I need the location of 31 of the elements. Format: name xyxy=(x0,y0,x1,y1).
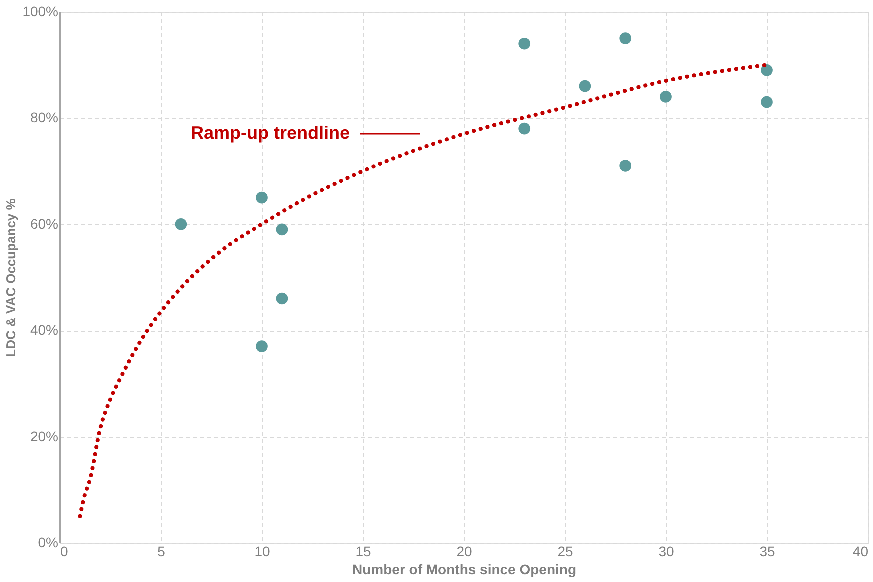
point xyxy=(256,192,268,204)
point xyxy=(660,91,672,103)
point xyxy=(620,32,632,44)
y-axis-title: LDC & VAC Occupancy % xyxy=(4,198,19,358)
point xyxy=(175,218,188,230)
x-tick-label: 0 xyxy=(60,544,68,560)
point xyxy=(620,160,632,172)
y-tick-label: 60% xyxy=(30,216,58,232)
y-tick-label: 20% xyxy=(30,428,58,444)
point xyxy=(761,64,773,76)
x-tick-label: 25 xyxy=(558,544,574,560)
point xyxy=(276,292,288,305)
x-axis-title: Number of Months since Opening xyxy=(352,562,577,578)
x-tick-label: 40 xyxy=(852,544,869,560)
x-tick-label: 30 xyxy=(658,544,674,560)
y-tick-label: 100% xyxy=(22,4,58,20)
x-tick-label: 5 xyxy=(158,544,166,560)
x-tick-label: 15 xyxy=(356,544,372,560)
point xyxy=(579,80,592,92)
annotation: Ramp-up trendline xyxy=(190,123,350,143)
x-tick-label: 10 xyxy=(254,544,270,560)
x-tick-label: 20 xyxy=(456,544,472,560)
y-tick-label: 0% xyxy=(38,534,58,550)
x-tick-label: 35 xyxy=(760,544,776,560)
point xyxy=(518,122,531,135)
point xyxy=(518,38,531,50)
y-tick-label: 80% xyxy=(30,110,58,126)
y-tick-label: 40% xyxy=(30,322,58,338)
point xyxy=(761,96,773,108)
point xyxy=(276,224,288,236)
point xyxy=(256,340,268,352)
